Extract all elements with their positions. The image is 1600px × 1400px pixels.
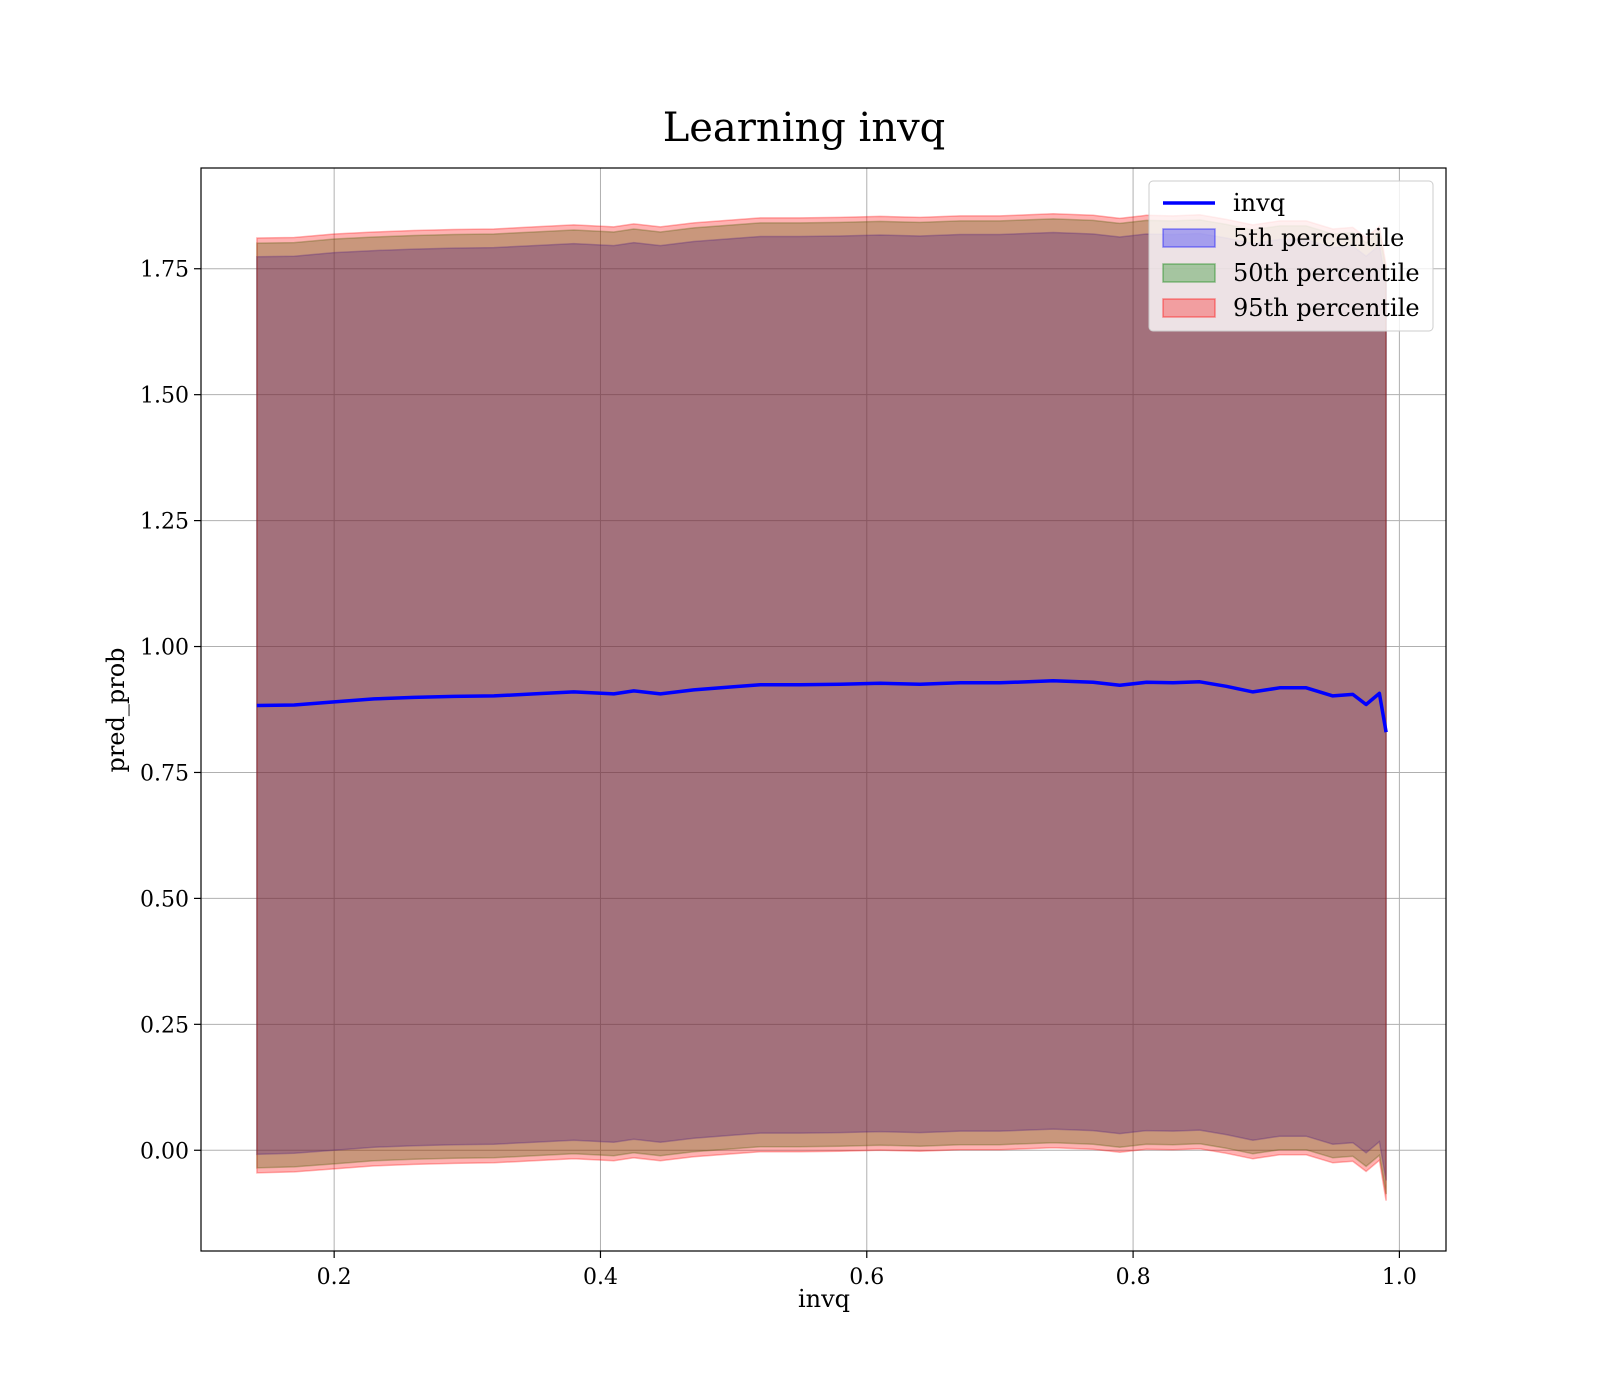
legend-box <box>1148 180 1434 332</box>
legend-label-5th-percentile: 5th percentile <box>1233 224 1404 252</box>
x-axis-ticks: 0.2 0.4 0.6 0.8 1.0 <box>317 1251 1417 1290</box>
plot-background <box>201 168 1446 1251</box>
grid-lines <box>201 168 1446 1251</box>
95th-percentile-band <box>256 213 1387 1201</box>
x-tick-label: 0.4 <box>583 1265 618 1290</box>
x-tick-label: 0.6 <box>849 1265 884 1290</box>
x-axis-label: invq <box>798 1285 850 1313</box>
plot-area <box>200 167 1447 1252</box>
x-tick-label: 1.0 <box>1382 1265 1417 1290</box>
y-axis-ticks: 0.00 0.25 0.50 0.75 1.00 1.25 1.50 1.75 <box>140 258 201 1164</box>
y-tick-label: 0.25 <box>140 1013 189 1038</box>
legend-swatch-95th-percentile <box>1162 298 1216 318</box>
legend-swatch-50th-percentile <box>1162 263 1216 283</box>
x-tick-label: 0.2 <box>317 1265 352 1290</box>
legend-label-95th-percentile: 95th percentile <box>1233 294 1420 322</box>
y-tick-label: 0.75 <box>140 761 189 786</box>
invq-series-line <box>256 679 1388 733</box>
percentile-bands <box>256 213 1387 1201</box>
y-tick-label: 0.00 <box>140 1139 189 1164</box>
50th-percentile-band <box>256 218 1387 1195</box>
legend-swatch-5th-percentile <box>1162 228 1216 248</box>
y-tick-label: 1.00 <box>140 636 189 661</box>
series-lines <box>256 679 1388 733</box>
legend-label-invq: invq <box>1233 189 1285 217</box>
plot-frame <box>200 167 1447 1252</box>
legend-label-50th-percentile: 50th percentile <box>1233 259 1420 287</box>
legend-items: invq 5th percentile 50th percentile 95th pe… <box>1162 189 1420 322</box>
y-tick-label: 1.50 <box>140 384 189 409</box>
y-tick-label: 1.75 <box>140 258 189 283</box>
chart-title: Learning invq <box>663 105 946 151</box>
y-axis-label: pred_prob <box>102 647 130 772</box>
y-tick-label: 1.25 <box>140 510 189 535</box>
legend: invq 5th percentile 50th percentile 95th pe… <box>1148 180 1434 332</box>
y-tick-label: 0.50 <box>140 887 189 912</box>
5th-percentile-band <box>256 231 1387 1181</box>
x-tick-label: 0.8 <box>1116 1265 1151 1290</box>
